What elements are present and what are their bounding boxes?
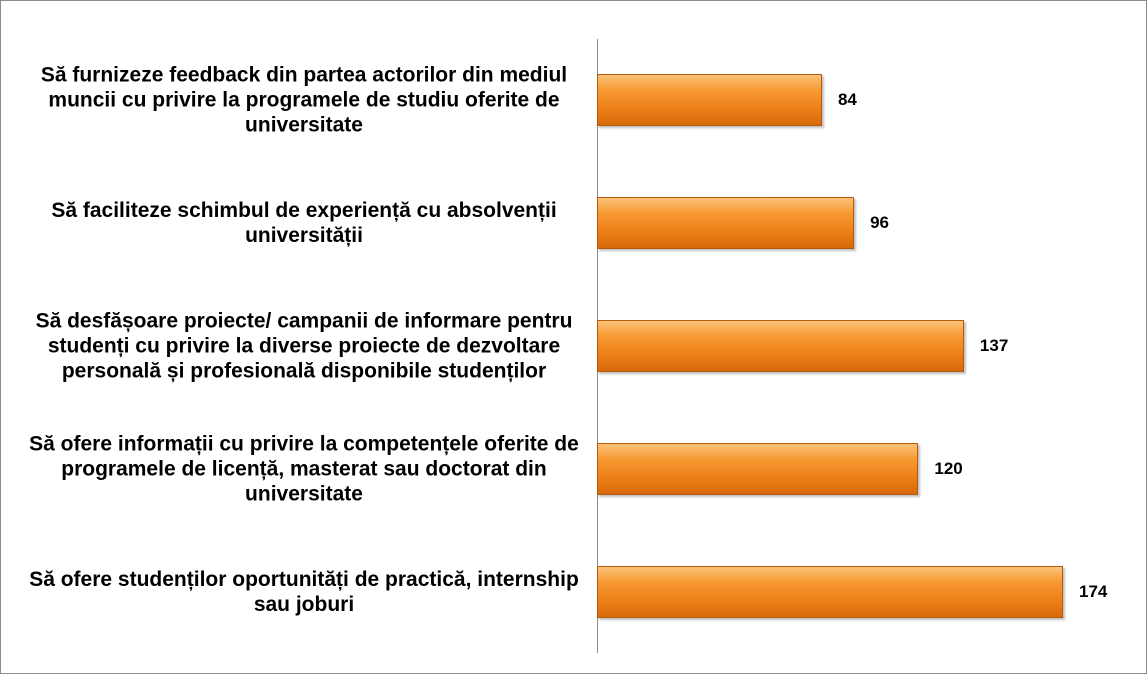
category-label: Să ofere informații cu privire la compet… bbox=[29, 432, 579, 506]
data-label: 96 bbox=[870, 213, 890, 233]
bar bbox=[597, 442, 919, 495]
data-label: 84 bbox=[837, 90, 857, 110]
category-label: Să furnizeze feedback din partea actoril… bbox=[40, 63, 568, 137]
category-label: Să faciliteze schimbul de experiență cu … bbox=[51, 199, 557, 248]
data-label: 174 bbox=[1079, 581, 1108, 601]
data-label: 120 bbox=[934, 458, 963, 478]
bar bbox=[597, 565, 1063, 618]
category-label: Să desfășoare proiecte/ campanii de info… bbox=[35, 309, 573, 383]
bar bbox=[597, 197, 855, 250]
data-label: 137 bbox=[979, 336, 1009, 355]
bar bbox=[597, 320, 964, 372]
category-label: Să ofere studenților oportunități de pra… bbox=[29, 567, 579, 616]
bar bbox=[597, 74, 822, 127]
